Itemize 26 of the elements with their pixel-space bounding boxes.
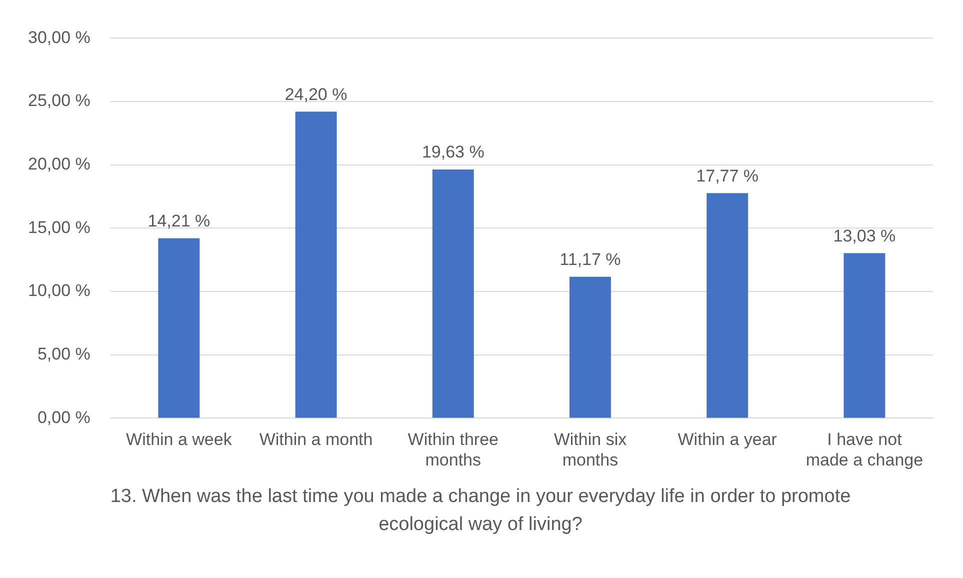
bar [158, 238, 200, 418]
data-label: 11,17 % [560, 250, 621, 269]
bar [432, 170, 474, 418]
y-tick-label: 20,00 % [28, 154, 90, 174]
y-tick-label: 30,00 % [28, 28, 90, 47]
y-tick-label: 5,00 % [37, 344, 90, 364]
y-tick-label: 25,00 % [28, 91, 90, 110]
data-label: 19,63 % [422, 142, 484, 162]
y-tick-label: 0,00 % [37, 408, 90, 427]
y-tick-label: 10,00 % [28, 281, 90, 300]
bar [570, 276, 611, 418]
x-axis-title: 13. When was the last time you made a change in your everyday life in order to promote ecological way of living? [109, 485, 852, 537]
bar [295, 112, 337, 418]
bar [844, 253, 886, 418]
bar [706, 193, 748, 418]
x-tick-label: Within a month [259, 430, 373, 450]
x-tick-label: Within three months [408, 430, 498, 470]
y-tick-label: 15,00 % [28, 218, 90, 237]
x-tick-label: Within a week [126, 430, 232, 450]
x-tick-label: I have not made a change [806, 430, 924, 470]
x-tick-label: Within six months [554, 430, 628, 470]
data-label: 14,21 % [148, 211, 210, 230]
x-tick-label: Within a year [678, 430, 778, 450]
data-label: 24,20 % [284, 84, 348, 104]
data-label: 13,03 % [833, 226, 896, 246]
data-label: 17,77 % [696, 166, 759, 186]
